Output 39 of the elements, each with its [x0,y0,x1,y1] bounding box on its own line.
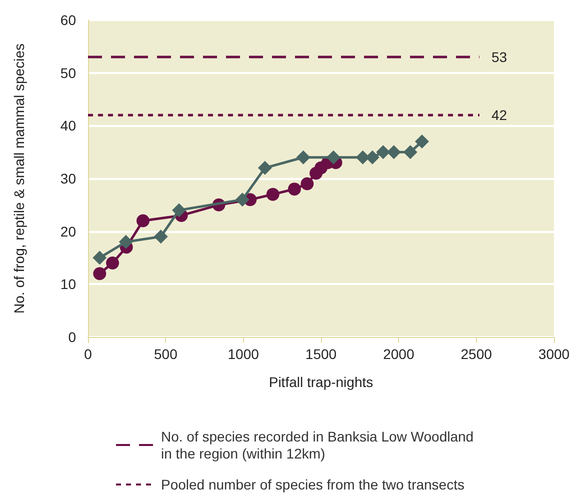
point [106,256,120,270]
y-tick-label: 30 [60,170,76,186]
point [154,230,168,244]
point [326,150,340,164]
point [403,145,418,160]
x-tick-label: 3000 [538,346,570,362]
y-tick-label: 60 [60,12,76,28]
x-axis-title: Pitfall trap-nights [268,374,374,390]
legend-label: Pooled number of species from the two transects [161,476,464,492]
point [356,150,370,164]
x-tick-label: 0 [84,346,92,362]
point [296,150,310,164]
x-tick-label: 1500 [305,346,337,362]
point [136,214,150,228]
x-tick-label: 500 [154,346,178,362]
point [414,134,429,149]
data-label: 53 [491,48,508,65]
y-axis-title: No. of frog, reptile & small mammal species [11,44,27,314]
point [258,160,272,175]
y-tick-label: 50 [60,64,76,81]
point [118,234,133,249]
point [288,182,301,196]
x-tick-label: 1000 [228,346,260,362]
y-tick-label: 10 [60,276,76,292]
x-tick-label: 2500 [460,346,492,362]
y-tick-label: 0 [68,329,76,345]
x-tick-label: 2000 [383,346,414,362]
y-tick-label: 20 [60,223,76,240]
point [235,192,250,207]
point [266,188,280,201]
point [93,267,106,280]
legend-label: No. of species recorded in Banksia Low Woodland in the region (within 12km) [161,428,474,462]
point [300,177,314,190]
point [92,250,107,265]
point [376,145,390,160]
point [172,203,186,218]
data-label: 42 [491,107,508,124]
y-tick-label: 40 [60,118,76,134]
point [386,145,401,160]
